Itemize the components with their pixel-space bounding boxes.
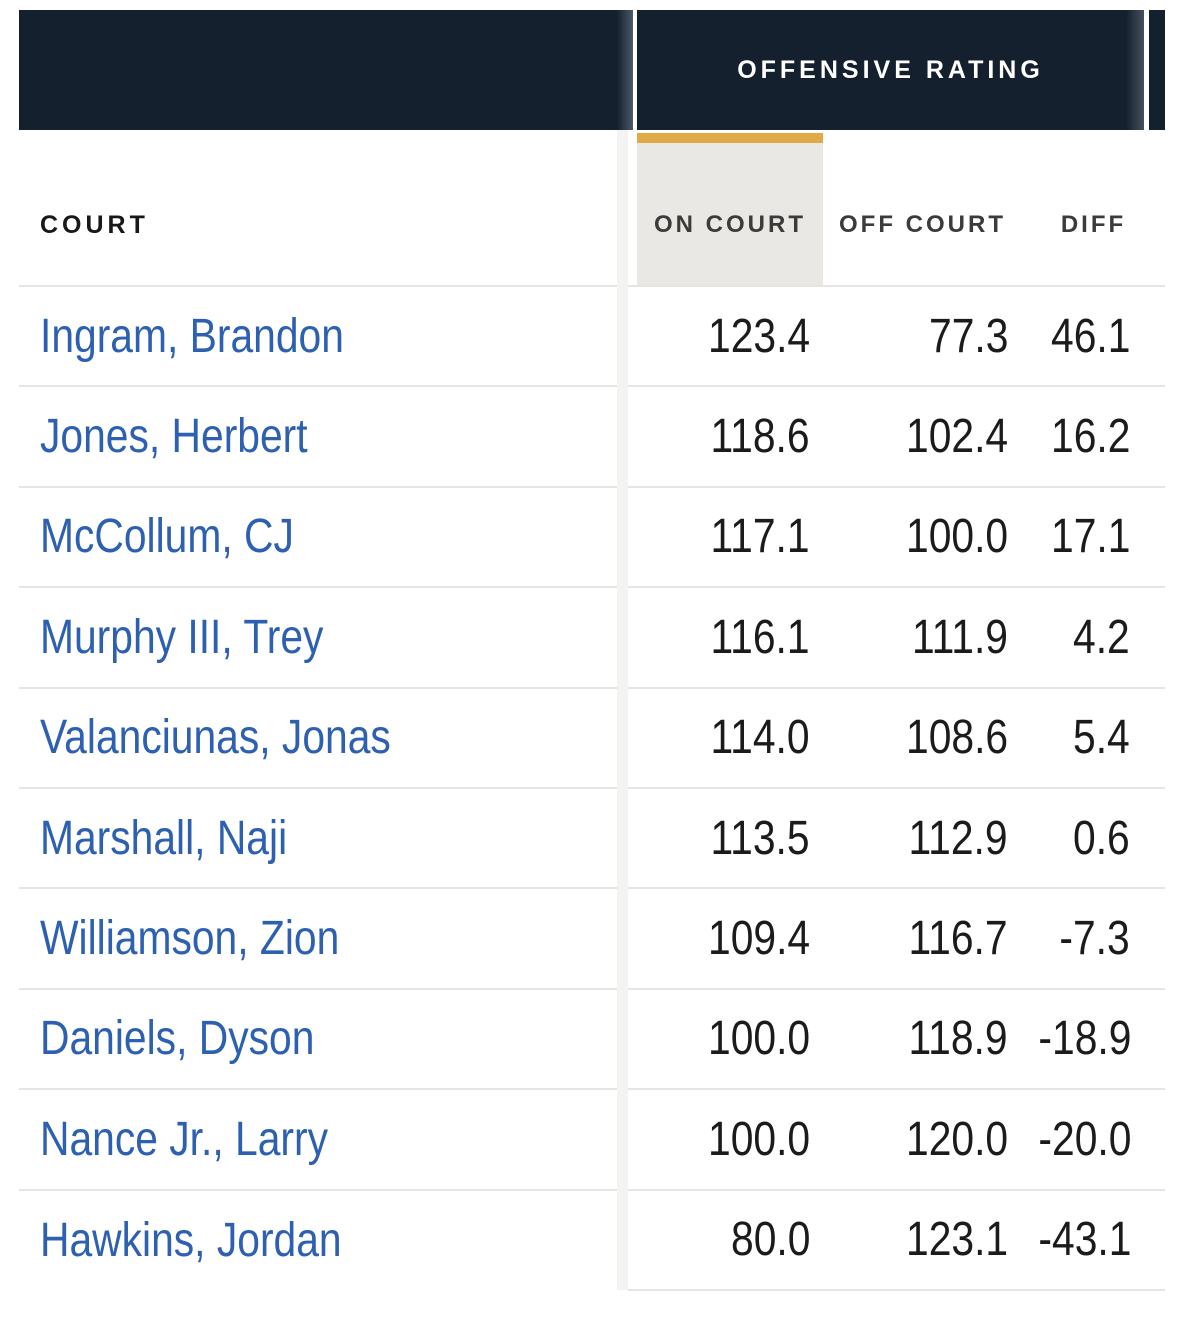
player-column: Ingram, Brandon Jones, Herbert McCollum,… — [19, 287, 617, 1291]
table-row: 114.0 108.6 5.4 — [628, 689, 1165, 789]
offensive-rating-title: OFFENSIVE RATING — [737, 55, 1044, 84]
frozen-column-group-header — [19, 10, 633, 130]
diff-value: 16.2 — [1050, 410, 1130, 464]
stat-header-row: ON COURT OFF COURT DIFF — [628, 130, 1165, 286]
on-court-value: 80.0 — [730, 1213, 810, 1267]
diff-value: -43.1 — [1038, 1213, 1132, 1267]
diff-value: -7.3 — [1059, 912, 1130, 966]
sort-indicator-bar — [637, 133, 823, 143]
off-court-value: 108.6 — [905, 711, 1008, 765]
table-row: 109.4 116.7 -7.3 — [628, 889, 1165, 990]
header-separator-right — [628, 285, 1165, 287]
off-court-value: 120.0 — [905, 1112, 1008, 1166]
diff-value: -20.0 — [1038, 1112, 1132, 1166]
on-court-value: 116.1 — [710, 610, 810, 664]
player-link[interactable]: Ingram, Brandon — [40, 309, 344, 363]
table-row: 100.0 120.0 -20.0 — [628, 1090, 1165, 1191]
on-court-value: 117.1 — [710, 510, 810, 564]
table-row: 116.1 111.9 4.2 — [628, 588, 1165, 689]
offensive-rating-group-header: OFFENSIVE RATING — [637, 10, 1144, 130]
next-group-header-partial — [1149, 10, 1165, 130]
off-court-value: 111.9 — [911, 610, 1008, 664]
diff-value: 0.6 — [1073, 811, 1130, 865]
on-court-value: 100.0 — [707, 1112, 810, 1166]
on-court-value: 114.0 — [710, 711, 810, 765]
table-row: 118.6 102.4 16.2 — [628, 387, 1165, 488]
diff-value: 46.1 — [1050, 309, 1130, 363]
table-row: Murphy III, Trey — [19, 588, 617, 689]
off-court-value: 100.0 — [905, 510, 1008, 564]
on-court-header[interactable]: ON COURT — [637, 130, 823, 286]
table-row: 113.5 112.9 0.6 — [628, 789, 1165, 890]
diff-value: -18.9 — [1038, 1012, 1132, 1066]
off-court-value: 112.9 — [908, 811, 1008, 865]
table-row: Marshall, Naji — [19, 789, 617, 890]
table-row: Valanciunas, Jonas — [19, 689, 617, 789]
table-row: Williamson, Zion — [19, 889, 617, 990]
court-header-label: COURT — [40, 210, 149, 239]
on-court-value: 123.4 — [707, 309, 810, 363]
table-row: 100.0 118.9 -18.9 — [628, 990, 1165, 1091]
header-separator-left — [19, 285, 617, 287]
off-court-value: 123.1 — [905, 1213, 1008, 1267]
off-court-value: 102.4 — [905, 410, 1008, 464]
player-link[interactable]: Jones, Herbert — [40, 410, 308, 464]
player-link[interactable]: Nance Jr., Larry — [40, 1112, 328, 1166]
player-link[interactable]: Daniels, Dyson — [40, 1012, 315, 1066]
diff-value: 5.4 — [1073, 711, 1130, 765]
off-court-value: 116.7 — [908, 912, 1008, 966]
player-link[interactable]: McCollum, CJ — [40, 510, 294, 564]
diff-value: 17.1 — [1050, 510, 1130, 564]
diff-header[interactable]: DIFF — [1022, 130, 1165, 286]
off-court-header-label: OFF COURT — [839, 211, 1006, 238]
off-court-value: 118.9 — [908, 1012, 1008, 1066]
off-court-value: 77.3 — [928, 309, 1008, 363]
table-row: 80.0 123.1 -43.1 — [628, 1191, 1165, 1291]
player-link[interactable]: Marshall, Naji — [40, 811, 288, 865]
diff-value: 4.2 — [1073, 610, 1130, 664]
frozen-panel-divider — [617, 130, 628, 1290]
table-row: Nance Jr., Larry — [19, 1090, 617, 1191]
player-link[interactable]: Valanciunas, Jonas — [40, 711, 391, 765]
diff-header-label: DIFF — [1060, 211, 1127, 238]
table-row: Hawkins, Jordan — [19, 1191, 617, 1291]
off-court-header[interactable]: OFF COURT — [823, 130, 1022, 286]
on-court-value: 109.4 — [707, 912, 810, 966]
table-row: 123.4 77.3 46.1 — [628, 287, 1165, 388]
table-row: Daniels, Dyson — [19, 990, 617, 1091]
on-court-header-label: ON COURT — [654, 211, 806, 238]
on-court-value: 118.6 — [710, 410, 810, 464]
stats-panel: 123.4 77.3 46.1 118.6 102.4 16.2 117.1 1… — [628, 287, 1165, 1291]
on-court-value: 113.5 — [710, 811, 810, 865]
sorted-column-highlight — [637, 143, 823, 286]
table-row: Jones, Herbert — [19, 387, 617, 488]
player-link[interactable]: Murphy III, Trey — [40, 610, 324, 664]
table-row: 117.1 100.0 17.1 — [628, 488, 1165, 589]
player-link[interactable]: Hawkins, Jordan — [40, 1214, 342, 1268]
table-row: Ingram, Brandon — [19, 287, 617, 388]
table-row: McCollum, CJ — [19, 488, 617, 589]
on-court-value: 100.0 — [707, 1012, 810, 1066]
court-header-cell[interactable]: COURT — [19, 130, 617, 286]
player-link[interactable]: Williamson, Zion — [40, 912, 340, 966]
